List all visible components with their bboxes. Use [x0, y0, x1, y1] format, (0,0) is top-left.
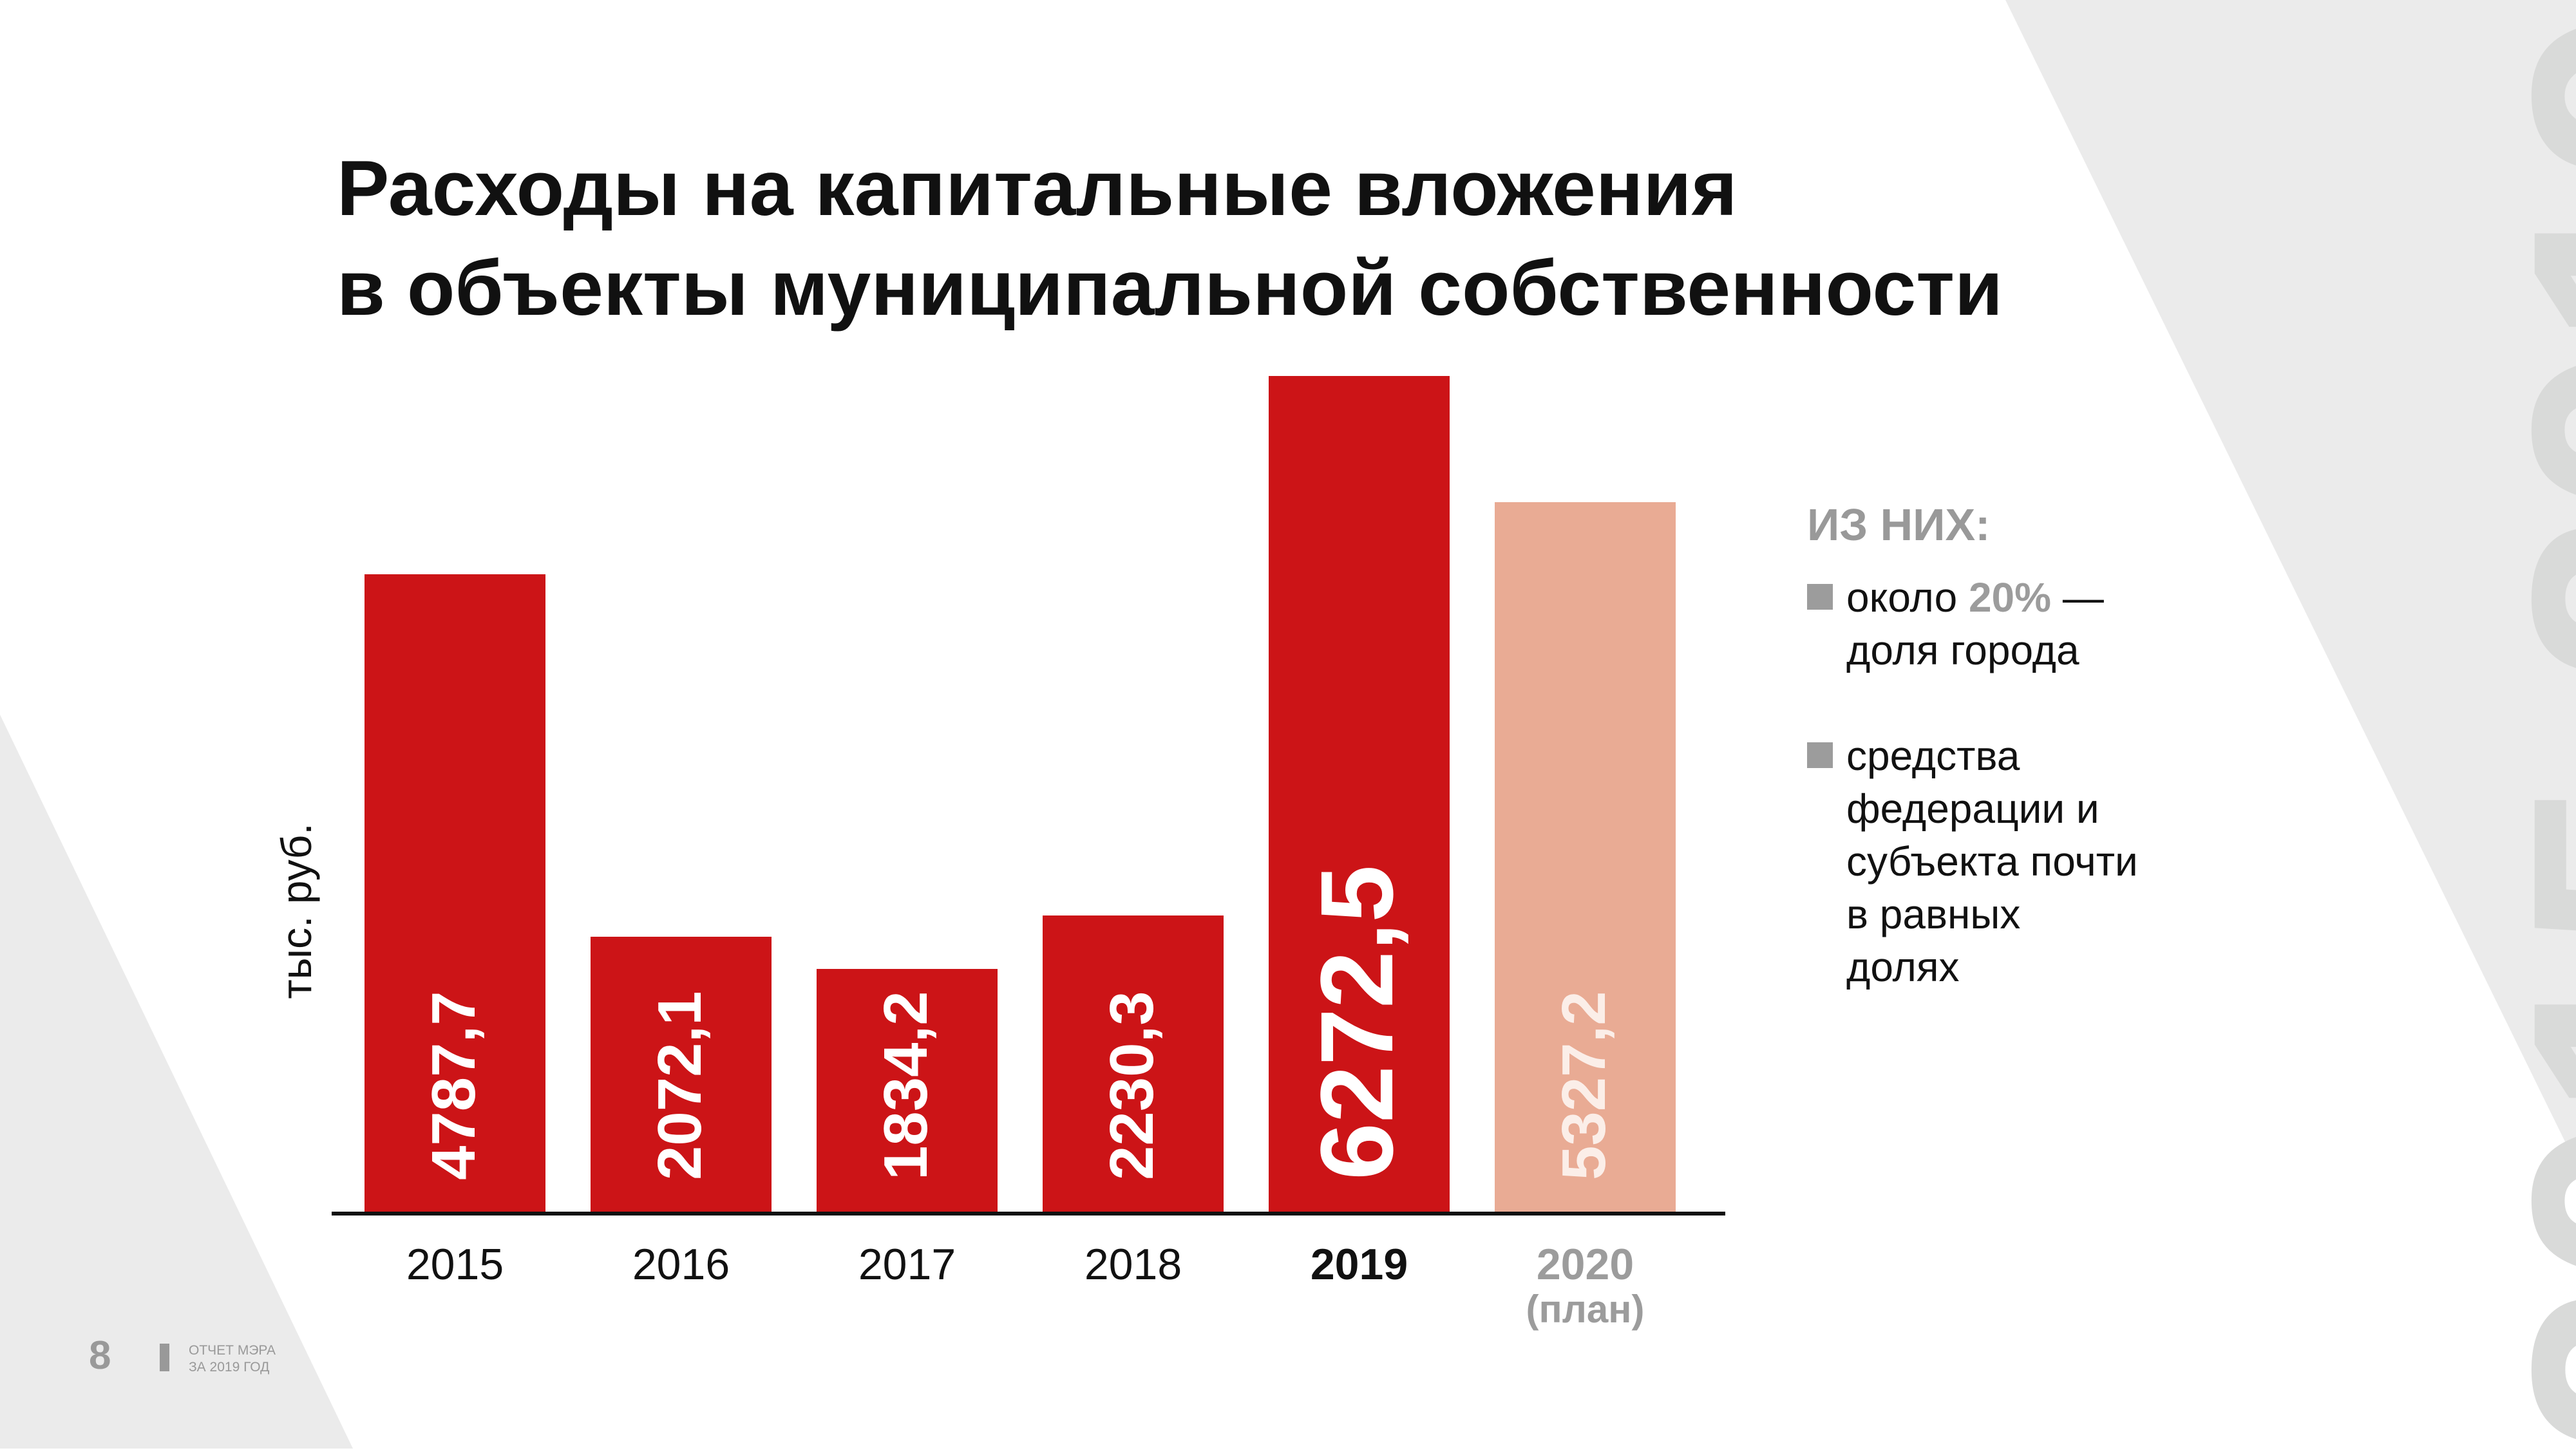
x-tick-2017: 2017	[817, 1239, 998, 1290]
legend-text: субъекта почти	[1846, 838, 2138, 885]
x-tick-label: 2018	[1084, 1240, 1182, 1289]
bg-triangle-left	[0, 715, 353, 1449]
legend-square-icon	[1807, 742, 1833, 768]
legend-item-federal-share: средства федерации и субъекта почти в ра…	[1807, 729, 2138, 993]
x-tick-label: 2017	[858, 1240, 956, 1289]
value-label-2015: 4787,7	[419, 991, 488, 1180]
value-label-2019: 6272,5	[1299, 865, 1415, 1180]
bar-2017	[817, 968, 998, 1214]
footer-divider	[160, 1344, 169, 1371]
bar-2018	[1043, 915, 1224, 1214]
legend-text: доля города	[1846, 627, 2079, 673]
bar-2015	[365, 574, 545, 1214]
bg-triangle-right	[2005, 0, 2576, 1164]
page-title: Расходы на капитальные вложения в объект…	[337, 138, 2003, 338]
x-tick-label: 2019	[1310, 1240, 1408, 1289]
legend-text: средства	[1846, 733, 2020, 779]
legend-item-city-share: около 20% — доля города	[1807, 571, 2104, 677]
legend-text: федерации и	[1846, 785, 2099, 832]
x-tick-2016: 2016	[591, 1239, 772, 1290]
y-axis-label: тыс. руб.	[272, 823, 320, 999]
x-tick-label: 2020	[1536, 1240, 1634, 1289]
value-label-2020: 5327,2	[1549, 991, 1618, 1180]
legend-text: долях	[1846, 944, 1960, 990]
title-line-2: в объекты муниципальной собственности	[337, 244, 2003, 332]
x-tick-2019: 2019	[1269, 1239, 1450, 1290]
side-year-watermark: 2015-2019	[2467, 12, 2576, 1455]
x-tick-2020: 2020 (план)	[1495, 1239, 1676, 1329]
x-tick-note: (план)	[1526, 1288, 1645, 1331]
x-tick-2015: 2015	[365, 1239, 545, 1290]
value-label-2016: 2072,1	[645, 991, 714, 1180]
x-tick-label: 2016	[632, 1240, 730, 1289]
value-label-2017: 1834,2	[871, 991, 940, 1180]
bar-2016	[591, 937, 772, 1214]
title-line-1: Расходы на капитальные вложения	[337, 144, 1738, 232]
legend-text: около	[1846, 574, 1969, 621]
bar-2019	[1269, 376, 1450, 1214]
x-tick-label: 2015	[406, 1240, 504, 1289]
page-number: 8	[89, 1333, 111, 1378]
footer-line-2: ЗА 2019 ГОД	[189, 1360, 270, 1375]
footer-line-1: ОТЧЕТ МЭРА	[189, 1343, 276, 1358]
footer-caption: ОТЧЕТ МЭРА ЗА 2019 ГОД	[189, 1342, 276, 1376]
legend-text: в равных	[1846, 891, 2021, 937]
value-label-2018: 2230,3	[1097, 991, 1166, 1180]
bar-2020	[1495, 502, 1676, 1214]
legend-square-icon	[1807, 584, 1833, 610]
x-axis-line	[332, 1212, 1725, 1216]
legend-highlight: 20%	[1968, 574, 2052, 621]
legend-heading: ИЗ НИХ:	[1807, 500, 1991, 550]
legend-text: —	[2051, 574, 2104, 621]
x-tick-2018: 2018	[1043, 1239, 1224, 1290]
